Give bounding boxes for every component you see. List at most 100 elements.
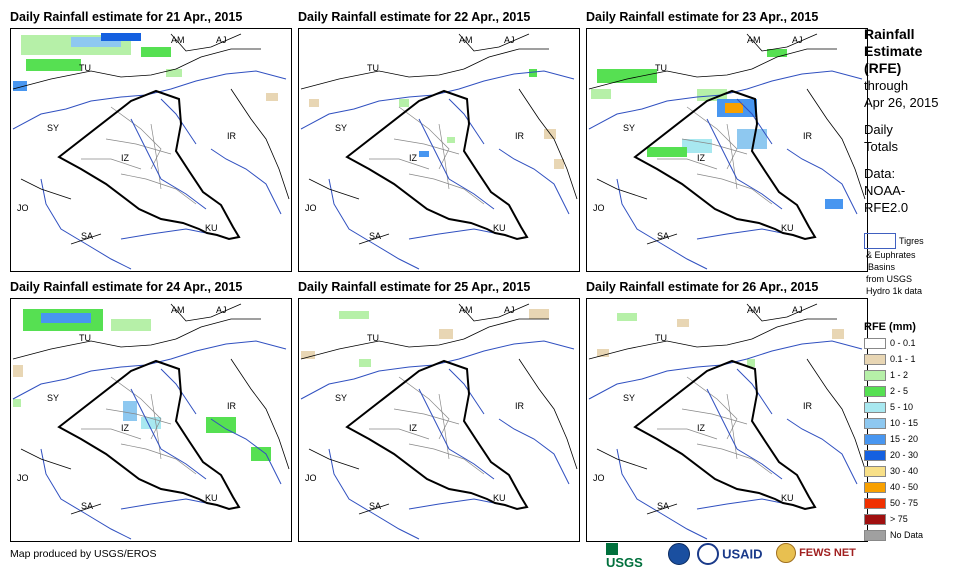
fews-label: FEWS NET [799, 547, 856, 559]
legend-item: 1 - 2 [864, 370, 964, 382]
rainfall-cell [677, 319, 689, 327]
country-label-jo: JO [305, 473, 317, 483]
basin-text-2: & Euphrates [866, 250, 916, 260]
sidebar-date: Apr 26, 2015 [864, 95, 939, 110]
legend-swatch [864, 354, 886, 365]
legend-swatch [864, 530, 886, 541]
province-border [105, 138, 172, 155]
country-border [518, 358, 578, 470]
country-border [746, 303, 818, 322]
country-label-ku: KU [781, 223, 794, 233]
rainfall-cell [101, 33, 141, 41]
legend-swatch [864, 402, 886, 413]
rainfall-cell [832, 329, 844, 339]
fews-net-logo: FEWS NET [776, 543, 856, 567]
rainfall-map: AM AJ TU SY IR IZ JO SA KU [298, 298, 580, 542]
country-label-aj: AJ [216, 35, 227, 45]
province-border [681, 408, 748, 425]
country-label-am: AM [747, 305, 761, 315]
country-label-sa: SA [369, 501, 381, 511]
country-border [596, 178, 648, 200]
province-border [686, 376, 738, 440]
province-border [686, 106, 738, 170]
country-border [20, 178, 72, 200]
province-border [81, 158, 142, 170]
rainfall-cell [206, 417, 236, 433]
panel-title: Daily Rainfall estimate for 21 Apr., 201… [10, 10, 243, 24]
rainfall-cell [825, 199, 843, 209]
basin-text-1: Tigres [899, 236, 924, 246]
basin-boundary [328, 448, 420, 540]
basin-boundary [696, 498, 788, 510]
country-border [70, 233, 102, 245]
province-border [398, 376, 450, 440]
map-canvas: AM AJ TU SY IR IZ JO SA KU [300, 303, 578, 540]
legend-label: > 75 [890, 514, 908, 524]
legend-label: 1 - 2 [890, 370, 909, 380]
legend-item: 50 - 75 [864, 498, 964, 510]
province-border [696, 443, 773, 475]
map-panel-22-apr: Daily Rainfall estimate for 22 Apr., 201… [298, 10, 580, 272]
country-label-jo: JO [17, 203, 29, 213]
legend-swatch [864, 514, 886, 525]
country-border [300, 338, 465, 360]
province-border [657, 428, 718, 440]
legend-item: 5 - 10 [864, 402, 964, 414]
country-border [175, 48, 261, 70]
map-canvas: AM AJ TU SY IR IZ JO SA KU [300, 33, 578, 270]
country-label-sy: SY [335, 123, 347, 133]
legend-swatch [864, 386, 886, 397]
country-label-sa: SA [657, 501, 669, 511]
rainfall-cell [301, 351, 315, 359]
legend-title: RFE (mm) [864, 321, 916, 333]
sidebar-source-2: RFE2.0 [864, 200, 909, 215]
fews-globe-icon [776, 543, 796, 563]
province-border [393, 138, 460, 155]
rainfall-cell [597, 69, 657, 83]
basin-boundary [498, 418, 570, 485]
rainfall-map: AM AJ TU SY IR IZ JO SA KU [586, 28, 868, 272]
rainfall-cell [266, 93, 278, 101]
basin-boundary [210, 148, 282, 215]
province-border [393, 408, 460, 425]
rainfall-cell [399, 99, 409, 107]
map-panel-25-apr: Daily Rainfall estimate for 25 Apr., 201… [298, 280, 580, 542]
usgs-label: USGS [606, 555, 643, 571]
basin-boundary [706, 388, 783, 480]
legend-swatch [864, 482, 886, 493]
basin-text-4: from USGS [866, 274, 913, 284]
basin-boundary [786, 418, 858, 485]
country-label-aj: AJ [216, 305, 227, 315]
country-border [646, 503, 678, 515]
rainfall-cell [529, 69, 537, 77]
sidebar-title-1: Rainfall [864, 26, 915, 42]
country-label-ir: IR [803, 401, 813, 411]
basin-boundary [418, 388, 495, 480]
country-border [588, 338, 753, 360]
basin-boundary [130, 388, 207, 480]
country-label-iz: IZ [121, 423, 130, 433]
country-label-tu: TU [79, 333, 91, 343]
legend-swatch [864, 450, 886, 461]
panel-title: Daily Rainfall estimate for 24 Apr., 201… [10, 280, 243, 294]
panel-title: Daily Rainfall estimate for 26 Apr., 201… [586, 280, 819, 294]
country-border [751, 48, 837, 70]
country-label-aj: AJ [792, 35, 803, 45]
iraq-border [345, 89, 529, 241]
country-label-ir: IR [515, 131, 525, 141]
basin-boundary [588, 340, 863, 400]
basin-boundary [696, 228, 788, 240]
province-border [120, 173, 197, 205]
legend-label: 5 - 10 [890, 402, 914, 412]
rainfall-cell [251, 447, 271, 461]
usaid-seal-icon [697, 543, 719, 565]
rainfall-cell [71, 37, 121, 47]
province-border [150, 123, 162, 190]
country-border [70, 503, 102, 515]
basin-boundary [408, 228, 500, 240]
map-canvas: AM AJ TU SY IR IZ JO SA KU [588, 303, 866, 540]
basin-boundary [120, 228, 212, 240]
panel-title: Daily Rainfall estimate for 23 Apr., 201… [586, 10, 819, 24]
rainfall-cell [141, 47, 171, 57]
country-label-jo: JO [305, 203, 317, 213]
